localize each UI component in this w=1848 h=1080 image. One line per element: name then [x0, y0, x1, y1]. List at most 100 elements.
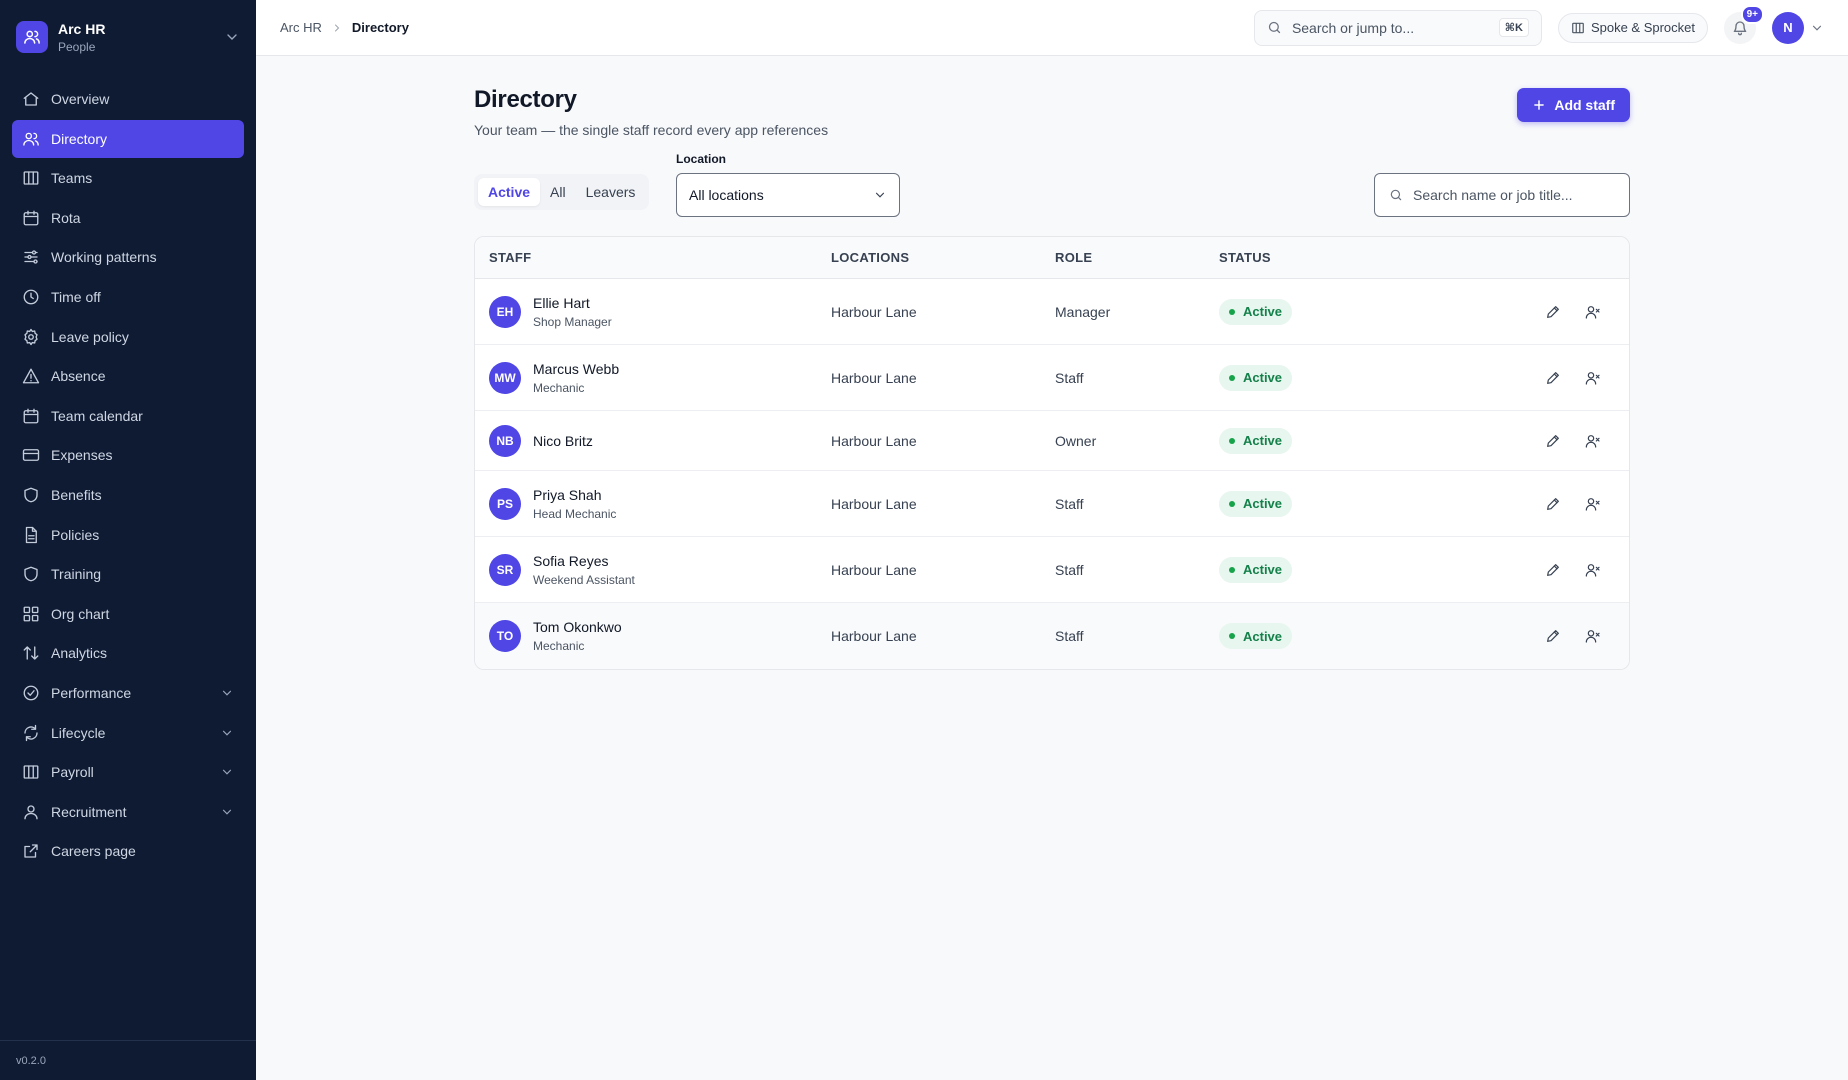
sidebar-item-careers-page[interactable]: Careers page — [12, 832, 244, 870]
table-row[interactable]: SR Sofia Reyes Weekend Assistant Harbour La… — [475, 537, 1629, 603]
building-icon — [22, 169, 40, 187]
version-label: v0.2.0 — [0, 1040, 256, 1080]
staff-name[interactable]: Ellie Hart — [533, 294, 590, 311]
status-badge: Active — [1219, 623, 1293, 649]
shield-icon — [22, 486, 40, 504]
refresh-icon — [22, 724, 40, 742]
table-row[interactable]: PS Priya Shah Head Mechanic Harbour Lane Sta… — [475, 471, 1629, 537]
user-remove-icon — [1585, 371, 1600, 385]
chevron-down-icon[interactable] — [1810, 21, 1824, 35]
sidebar-item-label: Working patterns — [51, 249, 157, 266]
add-staff-button[interactable]: Add staff — [1517, 88, 1630, 122]
page-title: Directory — [474, 86, 577, 113]
edit-staff-button[interactable] — [1539, 364, 1567, 392]
notifications-button[interactable]: 9+ — [1724, 4, 1764, 44]
staff-name[interactable]: Sofia Reyes — [533, 552, 609, 569]
tab-leavers[interactable]: Leavers — [585, 184, 636, 200]
sidebar-item-absence[interactable]: Absence — [12, 357, 244, 395]
sidebar-item-performance[interactable]: Performance — [12, 674, 244, 712]
user-avatar[interactable]: N — [1772, 11, 1804, 44]
status-dot — [1229, 437, 1235, 444]
app-logo — [16, 21, 48, 53]
edit-staff-button[interactable] — [1539, 490, 1567, 518]
sidebar-item-label: Payroll — [51, 764, 94, 781]
staff-name[interactable]: Marcus Webb — [533, 360, 620, 377]
breadcrumb: Arc HR Directory — [280, 20, 1254, 35]
status-tabs: Active All Leavers — [474, 174, 650, 210]
mark-leaver-button[interactable] — [1579, 427, 1607, 455]
staff-job-title: Mechanic — [533, 639, 585, 653]
sidebar-item-teams[interactable]: Teams — [12, 159, 244, 197]
status-badge: Active — [1219, 427, 1293, 454]
sidebar-item-training[interactable]: Training — [12, 555, 244, 593]
building-icon — [1572, 22, 1584, 33]
edit-staff-button[interactable] — [1539, 556, 1567, 584]
sidebar-item-org-chart[interactable]: Org chart — [12, 595, 244, 633]
global-search-input[interactable]: Search or jump to... ⌘K — [1253, 9, 1542, 46]
sidebar-item-working-patterns[interactable]: Working patterns — [12, 238, 244, 276]
staff-location: Harbour Lane — [831, 495, 917, 512]
check-circle-icon — [22, 684, 40, 702]
add-staff-label: Add staff — [1554, 97, 1615, 113]
location-select[interactable]: All locations — [676, 173, 900, 217]
page-subtitle: Your team — the single staff record ever… — [474, 122, 829, 138]
column-header-staff: STAFF — [489, 250, 532, 265]
mark-leaver-button[interactable] — [1579, 298, 1607, 326]
sidebar-item-overview[interactable]: Overview — [12, 80, 244, 118]
card-icon — [22, 446, 40, 464]
sidebar-nav: Overview Directory Teams Rota Working patter… — [0, 74, 256, 870]
sidebar-item-lifecycle[interactable]: Lifecycle — [12, 714, 244, 752]
staff-job-title: Weekend Assistant — [533, 572, 635, 587]
sidebar-item-time-off[interactable]: Time off — [12, 278, 244, 316]
sidebar-item-payroll[interactable]: Payroll — [12, 753, 244, 791]
table-row[interactable]: EH Ellie Hart Shop Manager Harbour Lane Mana… — [475, 279, 1629, 345]
edit-staff-button[interactable] — [1539, 298, 1567, 326]
organization-name: Spoke & Sprocket — [1590, 20, 1695, 35]
table-row[interactable]: MW Marcus Webb Mechanic Harbour Lane Staff Ac… — [475, 345, 1629, 411]
location-value: All locations — [689, 187, 764, 203]
table-row[interactable]: NB Nico Britz Harbour Lane Owner Active — [475, 411, 1629, 471]
user-remove-icon — [1585, 305, 1600, 319]
mark-leaver-button[interactable] — [1579, 556, 1607, 584]
tab-all[interactable]: All — [550, 184, 566, 200]
mark-leaver-button[interactable] — [1579, 364, 1607, 392]
edit-staff-button[interactable] — [1539, 427, 1567, 455]
staff-search-input[interactable]: Search name or job title... — [1374, 173, 1630, 217]
mark-leaver-button[interactable] — [1579, 622, 1607, 650]
gear-icon — [22, 328, 40, 346]
avatar: PS — [489, 487, 521, 520]
sidebar-item-label: Teams — [51, 170, 93, 187]
tab-active[interactable]: Active — [478, 178, 541, 206]
organization-switcher[interactable]: Spoke & Sprocket — [1557, 12, 1708, 43]
mark-leaver-button[interactable] — [1579, 490, 1607, 518]
staff-search-placeholder: Search name or job title... — [1413, 187, 1573, 203]
workspace-switcher[interactable]: Arc HR People — [0, 0, 256, 74]
breadcrumb-item-current: Directory — [351, 20, 409, 35]
sidebar-item-rota[interactable]: Rota — [12, 199, 244, 237]
status-dot — [1229, 633, 1235, 639]
sidebar-item-label: Time off — [51, 288, 101, 305]
sidebar-item-expenses[interactable]: Expenses — [12, 436, 244, 474]
sidebar-item-policies[interactable]: Policies — [12, 516, 244, 554]
staff-name[interactable]: Nico Britz — [533, 432, 593, 449]
sidebar-item-benefits[interactable]: Benefits — [12, 476, 244, 514]
staff-role: Staff — [1055, 369, 1084, 386]
staff-name[interactable]: Priya Shah — [533, 486, 602, 503]
staff-job-title: Mechanic — [533, 380, 585, 395]
staff-role: Manager — [1055, 303, 1111, 320]
staff-location: Harbour Lane — [831, 561, 917, 578]
sidebar-item-team-calendar[interactable]: Team calendar — [12, 397, 244, 435]
sidebar-item-leave-policy[interactable]: Leave policy — [12, 318, 244, 356]
sidebar-item-analytics[interactable]: Analytics — [12, 634, 244, 672]
sidebar-item-label: Directory — [51, 130, 108, 147]
user-remove-icon — [1585, 497, 1600, 511]
user-remove-icon — [1585, 434, 1600, 448]
sidebar-item-recruitment[interactable]: Recruitment — [12, 793, 244, 831]
users-icon — [22, 130, 40, 148]
staff-name[interactable]: Tom Okonkwo — [533, 619, 622, 635]
breadcrumb-item-home[interactable]: Arc HR — [280, 20, 322, 35]
table-row[interactable]: TO Tom Okonkwo Mechanic Harbour Lane Staff Ac… — [475, 603, 1629, 669]
sidebar-item-label: Expenses — [51, 447, 113, 464]
edit-staff-button[interactable] — [1539, 622, 1567, 650]
sidebar-item-directory[interactable]: Directory — [12, 119, 244, 158]
